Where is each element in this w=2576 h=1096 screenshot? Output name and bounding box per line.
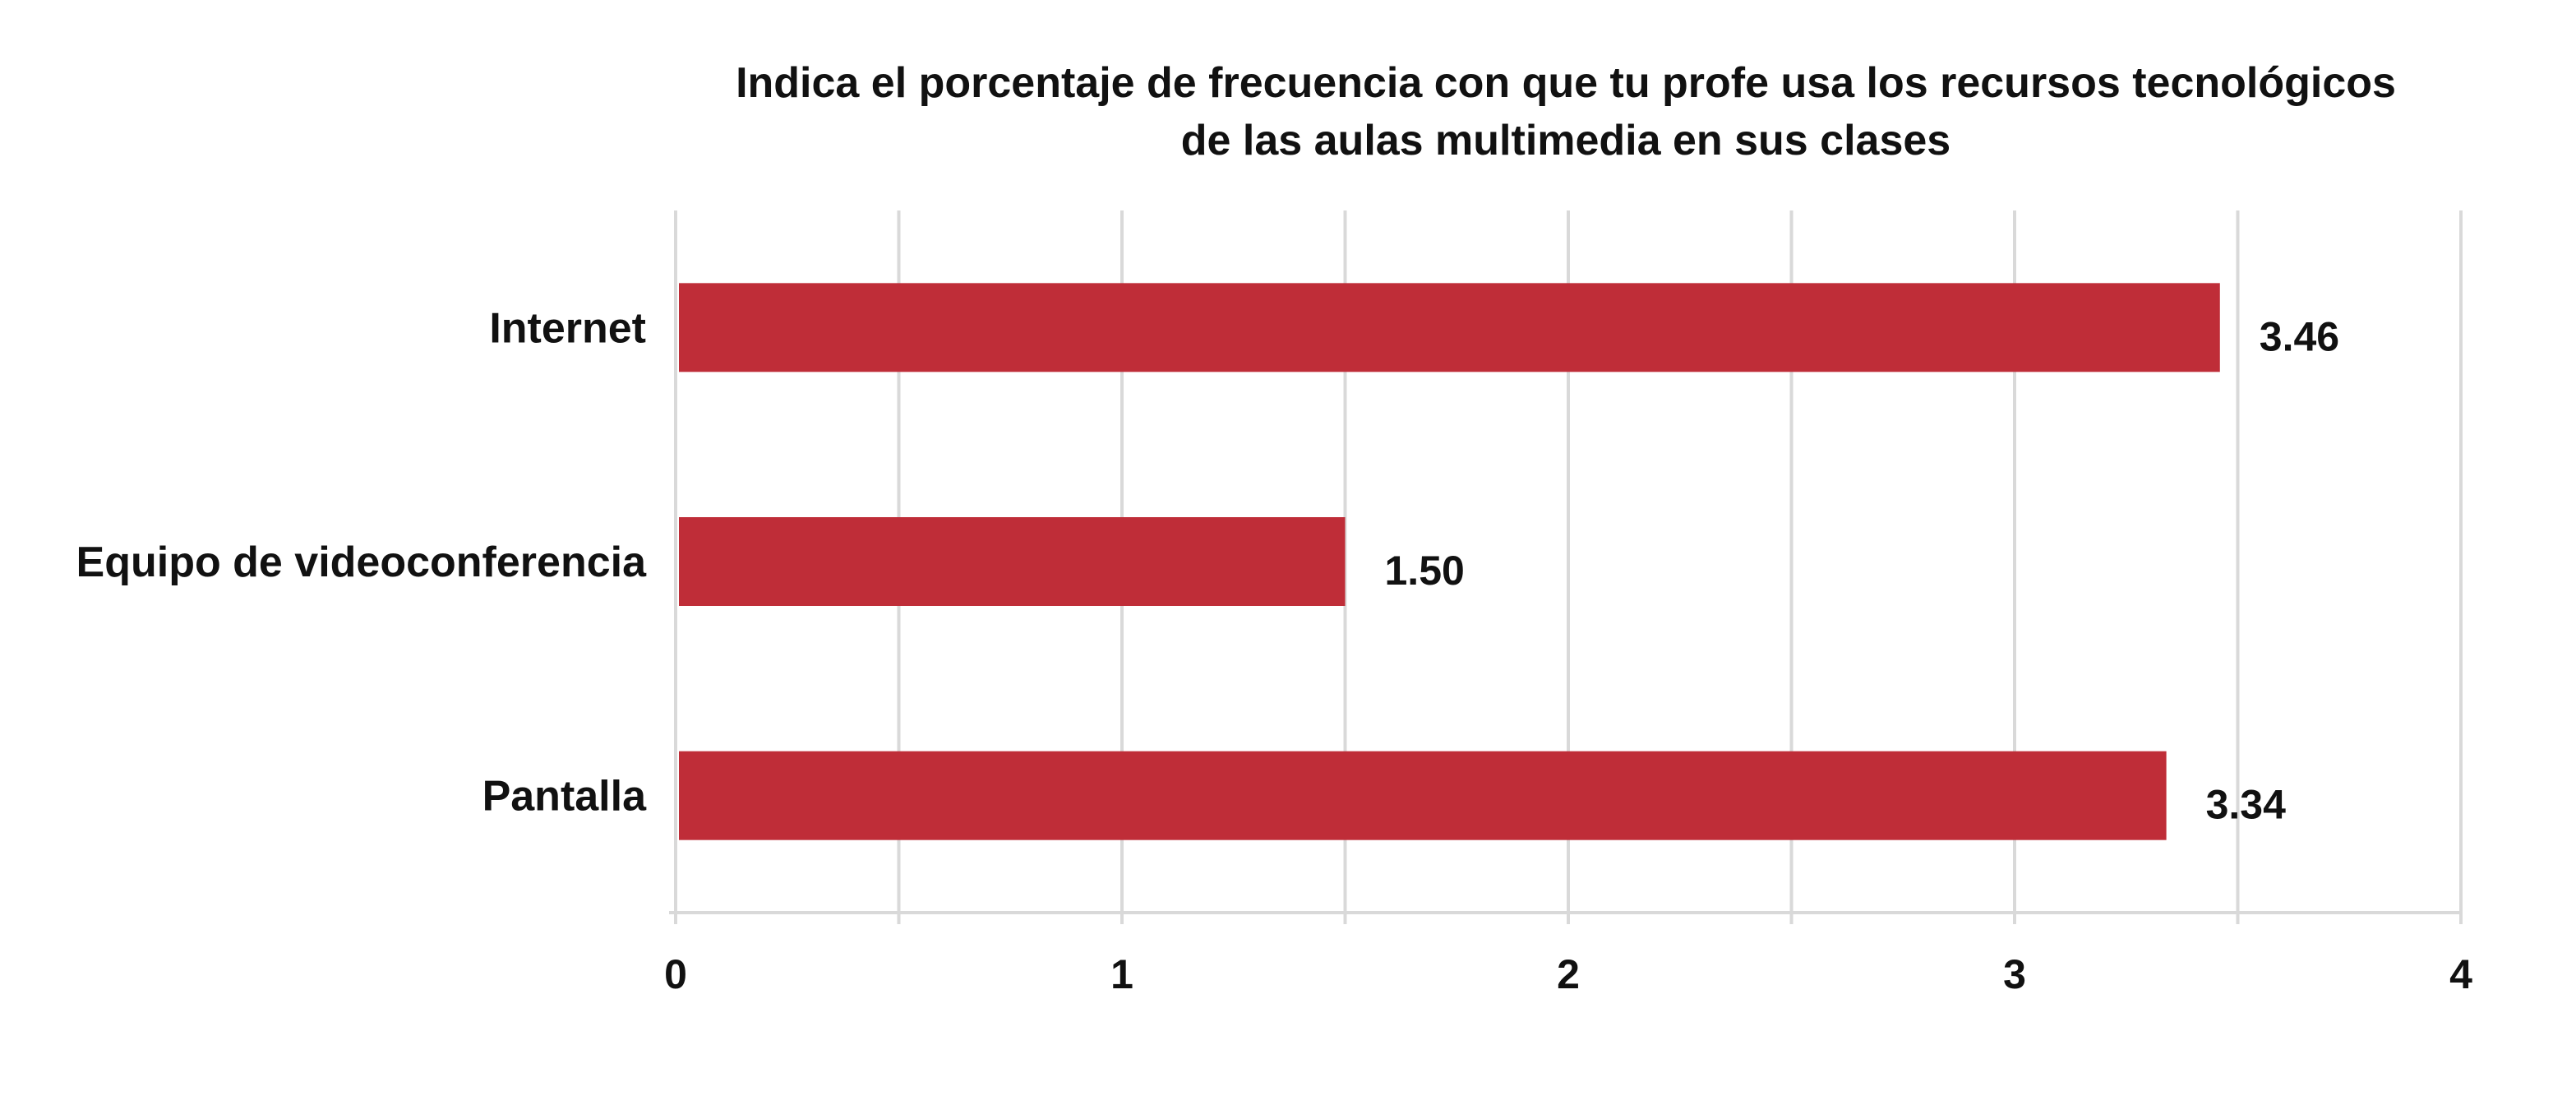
bar [679,517,1346,606]
data-label: 3.34 [2206,782,2287,828]
chart-title-line: de las aulas multimedia en sus clases [1181,117,1950,164]
bar [679,283,2220,372]
bar [679,751,2167,840]
x-axis-tick-label: 2 [1557,951,1580,997]
data-labels: 3.46 1.50 3.34 [1385,313,2340,827]
x-axis-tick-label: 0 [664,951,687,997]
category-label: Equipo de videoconferencia [76,539,648,586]
data-label: 1.50 [1385,548,1465,594]
x-axis [669,911,2463,924]
x-axis-tick-labels: 0 1 2 3 4 [664,951,2472,997]
x-axis-tick-label: 1 [1110,951,1133,997]
chart-title: Indica el porcentaje de frecuencia con q… [736,59,2396,164]
x-axis-tick-label: 4 [2449,951,2472,997]
bars [679,283,2220,840]
category-label: Pantalla [482,773,647,821]
x-axis-tick-label: 3 [2003,951,2026,997]
chart-title-line: Indica el porcentaje de frecuencia con q… [736,59,2396,107]
category-label: Internet [489,304,646,352]
category-labels: Internet Equipo de videoconferencia Pantal… [76,304,648,820]
data-label: 3.46 [2260,313,2339,359]
